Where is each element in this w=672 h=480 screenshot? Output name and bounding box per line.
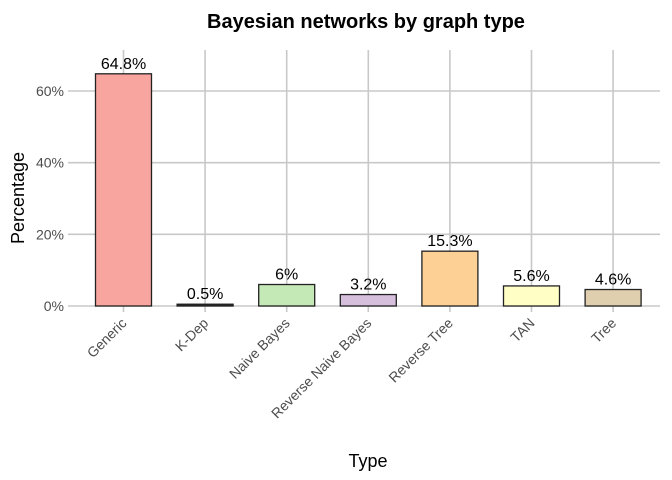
- data-label: 64.8%: [101, 56, 146, 73]
- data-label: 0.5%: [187, 286, 223, 303]
- y-axis-label: Percentage: [8, 152, 28, 244]
- data-label: 6%: [275, 267, 298, 284]
- bar-reverse-tree: [421, 250, 479, 307]
- y-tick-label: 0%: [44, 298, 64, 314]
- x-tick-label: Naive Bayes: [226, 315, 293, 382]
- bar-tan: [502, 285, 561, 307]
- x-tick-label: K-Dep: [172, 315, 212, 355]
- y-tick-label: 60%: [36, 83, 64, 99]
- chart-title: Bayesian networks by graph type: [207, 11, 525, 33]
- bar-reverse-naive-bayes: [339, 293, 397, 307]
- x-tick-label: Reverse Tree: [385, 315, 456, 386]
- bar-naive-bayes: [258, 283, 316, 307]
- y-tick-label: 40%: [36, 155, 64, 171]
- x-tick-label: Tree: [588, 315, 619, 346]
- bar-generic: [94, 73, 153, 307]
- data-label: 15.3%: [427, 233, 472, 250]
- x-tick-label: TAN: [507, 315, 537, 345]
- y-tick-label: 20%: [36, 226, 64, 242]
- x-tick-label: Generic: [84, 315, 130, 361]
- x-axis-label: Type: [348, 451, 387, 471]
- bar-tree: [584, 288, 642, 307]
- data-label: 4.6%: [595, 272, 631, 289]
- data-label: 5.6%: [513, 268, 549, 285]
- data-label: 3.2%: [350, 277, 386, 294]
- bar-k-dep: [176, 303, 234, 307]
